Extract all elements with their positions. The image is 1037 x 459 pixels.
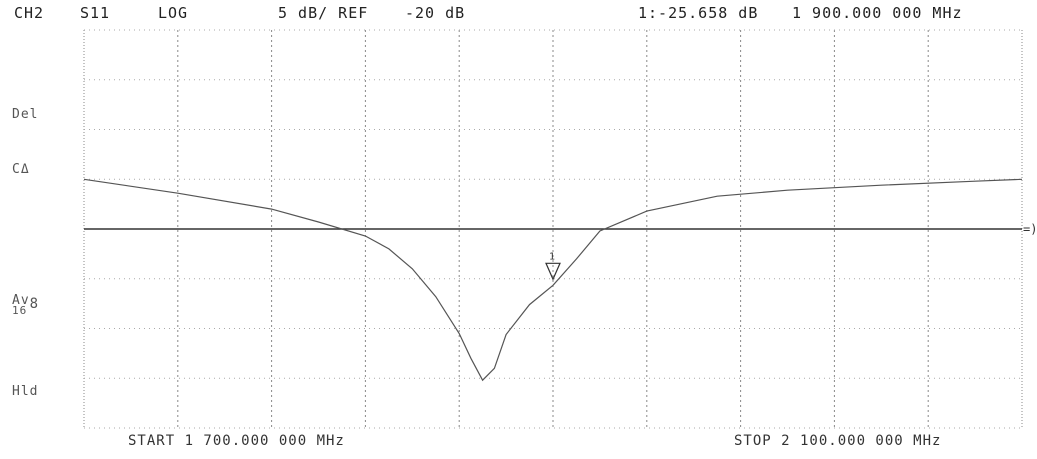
scale-label: 5 dB/ REF <box>278 4 369 22</box>
marker-label: 1 <box>549 251 555 262</box>
marker-frequency: 1 900.000 000 MHz <box>792 4 963 22</box>
reference-label: -20 dB <box>405 4 466 22</box>
hold-annotation: Hld <box>12 384 39 399</box>
format-label: LOG <box>158 4 189 22</box>
averaging-factor: 8 <box>29 296 40 312</box>
averaging-count: 16 <box>12 304 28 317</box>
parameter-label: S11 <box>80 4 111 22</box>
averaging-annotation: Av8 <box>12 292 39 312</box>
marker-value: 1:-25.658 dB <box>638 4 759 22</box>
s11-trace <box>83 178 1023 382</box>
averaging-label: Av <box>12 293 30 308</box>
start-frequency: START 1 700.000 000 MHz <box>128 433 345 449</box>
delay-annotation: Del <box>12 107 39 122</box>
correction-annotation: CΔ <box>12 162 30 177</box>
marker-group: 1 <box>545 251 561 281</box>
channel-label: CH2 <box>14 4 45 22</box>
marker-triangle <box>545 262 561 281</box>
stop-frequency: STOP 2 100.000 000 MHz <box>734 433 942 449</box>
reference-marker: =) <box>1023 222 1037 236</box>
